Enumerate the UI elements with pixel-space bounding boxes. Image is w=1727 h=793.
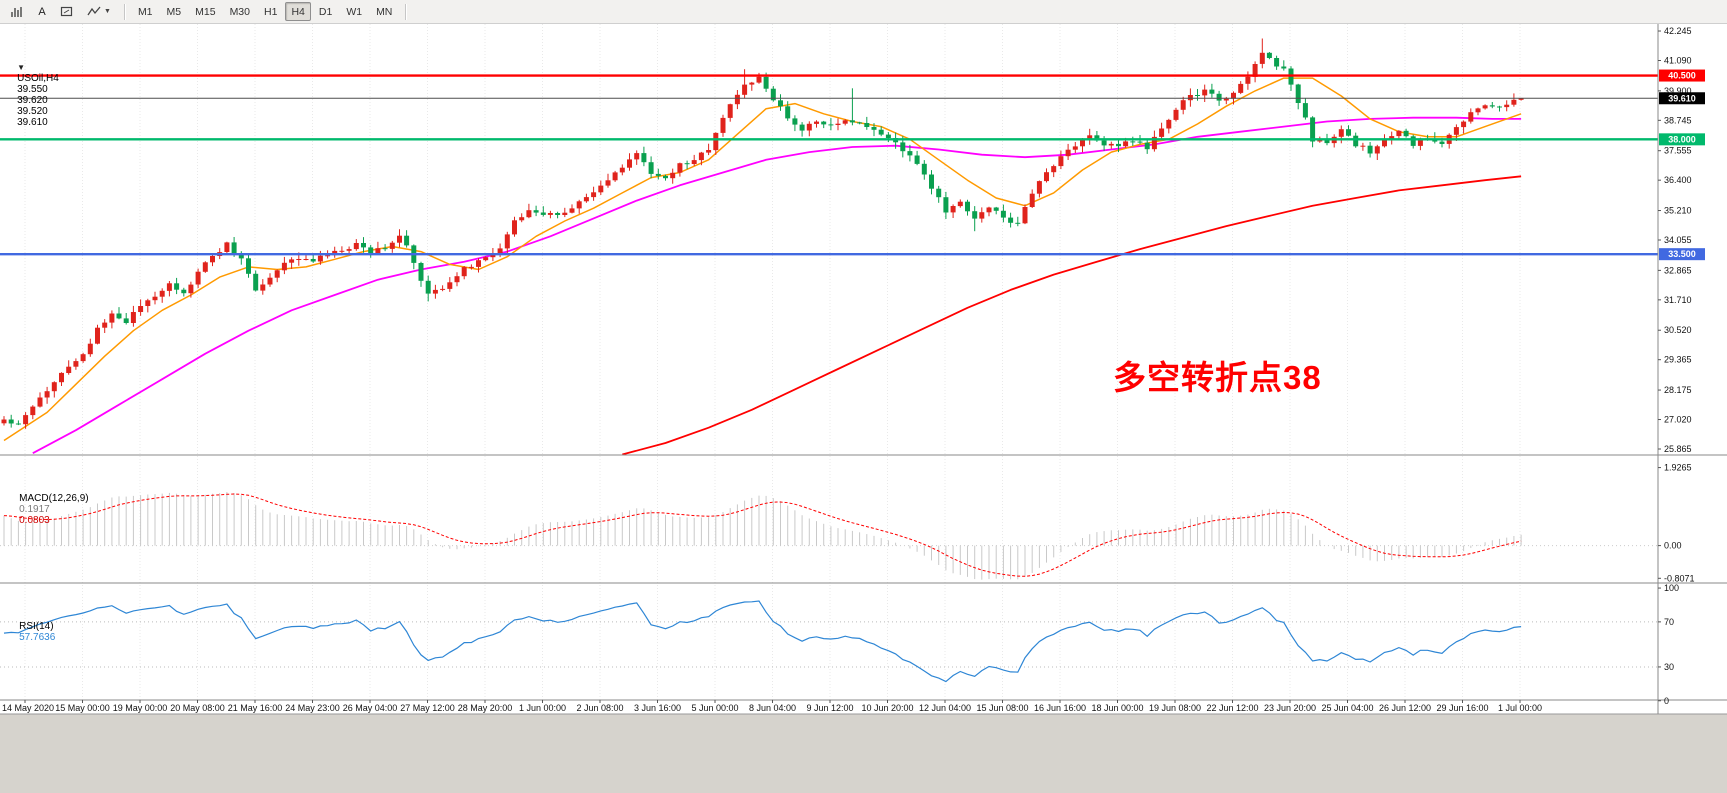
ma-fast-line: [3, 77, 1522, 442]
timeframe-m5-button[interactable]: M5: [161, 2, 188, 21]
svg-text:28.175: 28.175: [1664, 385, 1692, 395]
svg-text:29.365: 29.365: [1664, 355, 1692, 365]
timeframe-h4-button[interactable]: H4: [285, 2, 311, 21]
svg-text:35.210: 35.210: [1664, 206, 1692, 216]
ma-slow-line: [622, 175, 1522, 456]
svg-text:12 Jun 04:00: 12 Jun 04:00: [919, 703, 971, 713]
svg-text:32.865: 32.865: [1664, 265, 1692, 275]
svg-text:33.500: 33.500: [1668, 249, 1696, 259]
svg-text:36.400: 36.400: [1664, 175, 1692, 185]
svg-text:22 Jun 12:00: 22 Jun 12:00: [1206, 703, 1258, 713]
timeframe-m1-button[interactable]: M1: [132, 2, 159, 21]
price-levels-layer: [0, 74, 1658, 256]
shape-tool-button[interactable]: [54, 2, 79, 21]
svg-text:40.500: 40.500: [1668, 71, 1696, 81]
timeframe-mn-button[interactable]: MN: [370, 2, 398, 21]
svg-text:14 May 2020: 14 May 2020: [2, 703, 54, 713]
svg-text:15 May 00:00: 15 May 00:00: [55, 703, 110, 713]
svg-text:27.020: 27.020: [1664, 415, 1692, 425]
svg-text:26 Jun 12:00: 26 Jun 12:00: [1379, 703, 1431, 713]
svg-text:0: 0: [1664, 696, 1669, 706]
svg-text:23 Jun 20:00: 23 Jun 20:00: [1264, 703, 1316, 713]
level-price-badge: [1659, 248, 1705, 261]
svg-text:18 Jun 00:00: 18 Jun 00:00: [1091, 703, 1143, 713]
svg-text:3 Jun 16:00: 3 Jun 16:00: [634, 703, 681, 713]
rsi-line: [3, 600, 1522, 683]
svg-text:25 Jun 04:00: 25 Jun 04:00: [1321, 703, 1373, 713]
svg-text:0.00: 0.00: [1664, 541, 1682, 551]
svg-text:38.745: 38.745: [1664, 115, 1692, 125]
svg-text:28 May 20:00: 28 May 20:00: [458, 703, 513, 713]
letter-a-icon: A: [38, 5, 46, 18]
svg-text:16 Jun 16:00: 16 Jun 16:00: [1034, 703, 1086, 713]
svg-text:24 May 23:00: 24 May 23:00: [285, 703, 340, 713]
current-price-badge: [1659, 92, 1705, 105]
svg-text:9 Jun 12:00: 9 Jun 12:00: [806, 703, 853, 713]
time-axis: 14 May 2020 15 May 00:00 19 May 00:00 20 Ma…: [2, 700, 1542, 713]
svg-text:38.000: 38.000: [1668, 134, 1696, 144]
text-tool-button[interactable]: A: [32, 2, 52, 21]
svg-text:29 Jun 16:00: 29 Jun 16:00: [1436, 703, 1488, 713]
svg-text:19 Jun 08:00: 19 Jun 08:00: [1149, 703, 1201, 713]
svg-text:1.9265: 1.9265: [1664, 463, 1692, 473]
svg-text:1 Jun 00:00: 1 Jun 00:00: [519, 703, 566, 713]
svg-text:8 Jun 04:00: 8 Jun 04:00: [749, 703, 796, 713]
bar-chart-icon: [11, 6, 22, 17]
indicators-button[interactable]: ▼: [81, 2, 117, 21]
dropdown-caret-icon: ▼: [104, 8, 111, 15]
chart-type-button[interactable]: [4, 2, 30, 21]
svg-text:70: 70: [1664, 617, 1674, 627]
candles-layer: [1, 38, 1524, 429]
timeframe-m15-button[interactable]: M15: [189, 2, 221, 21]
timeframe-m30-button[interactable]: M30: [224, 2, 256, 21]
grid-layer: [0, 24, 1658, 700]
svg-text:30: 30: [1664, 662, 1674, 672]
svg-text:5 Jun 00:00: 5 Jun 00:00: [691, 703, 738, 713]
timeframe-d1-button[interactable]: D1: [313, 2, 338, 21]
price-axis: 42.245 41.090 39.900 38.745 37.555 36.400 35.2…: [1658, 26, 1705, 706]
svg-text:34.055: 34.055: [1664, 235, 1692, 245]
svg-text:26 May 04:00: 26 May 04:00: [343, 703, 398, 713]
svg-text:37.555: 37.555: [1664, 146, 1692, 156]
zigzag-icon: [87, 6, 101, 16]
svg-text:25.865: 25.865: [1664, 444, 1692, 454]
timeframe-w1-button[interactable]: W1: [340, 2, 368, 21]
macd-signal-line: [3, 493, 1522, 577]
svg-text:2 Jun 08:00: 2 Jun 08:00: [576, 703, 623, 713]
rectangle-icon: [60, 6, 73, 17]
chart-area: 42.245 41.090 39.900 38.745 37.555 36.400 35.2…: [0, 24, 1727, 793]
timeframe-h1-button[interactable]: H1: [258, 2, 283, 21]
macd-layer: [3, 492, 1522, 580]
chart-canvas[interactable]: 42.245 41.090 39.900 38.745 37.555 36.400 35.2…: [0, 24, 1727, 793]
svg-text:19 May 00:00: 19 May 00:00: [113, 703, 168, 713]
moving-averages-layer: [3, 77, 1522, 456]
svg-text:10 Jun 20:00: 10 Jun 20:00: [861, 703, 913, 713]
level-price-badge: [1659, 133, 1705, 146]
level-price-badge: [1659, 69, 1705, 82]
rsi-layer: [3, 600, 1522, 683]
svg-text:31.710: 31.710: [1664, 295, 1692, 305]
toolbar: A ▼ M1 M5 M15 M30 H1 H4 D1 W1 MN: [0, 0, 1727, 24]
svg-text:-0.8071: -0.8071: [1664, 573, 1695, 583]
svg-text:1 Jul 00:00: 1 Jul 00:00: [1498, 703, 1542, 713]
svg-text:42.245: 42.245: [1664, 26, 1692, 36]
svg-text:20 May 08:00: 20 May 08:00: [170, 703, 225, 713]
toolbar-separator: [405, 3, 407, 20]
svg-text:39.900: 39.900: [1664, 86, 1692, 96]
toolbar-separator: [123, 3, 125, 20]
svg-text:15 Jun 08:00: 15 Jun 08:00: [976, 703, 1028, 713]
svg-text:27 May 12:00: 27 May 12:00: [400, 703, 455, 713]
bottom-panel: [0, 714, 1727, 793]
svg-text:39.610: 39.610: [1668, 93, 1696, 103]
svg-text:30.520: 30.520: [1664, 325, 1692, 335]
svg-text:41.090: 41.090: [1664, 55, 1692, 65]
svg-text:21 May 16:00: 21 May 16:00: [228, 703, 283, 713]
svg-text:100: 100: [1664, 583, 1679, 593]
ma-mid-line: [32, 116, 1522, 454]
